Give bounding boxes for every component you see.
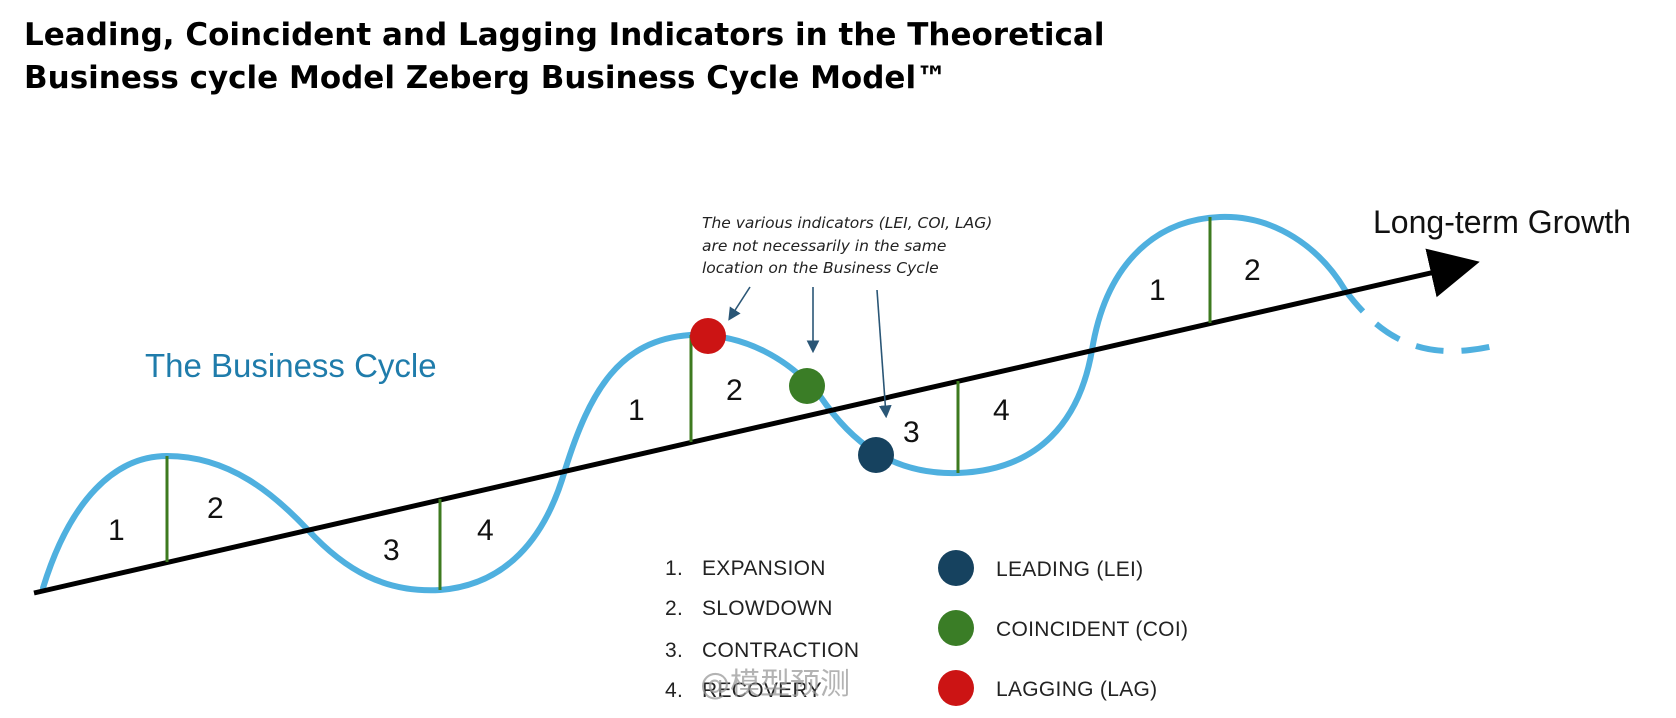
legend-phase-number: 1.	[665, 557, 683, 580]
legend-leading-dot	[938, 550, 974, 586]
phase-number: 4	[477, 514, 494, 547]
phase-number: 2	[207, 492, 224, 525]
legend-indicator-label: LAGGING (LAG)	[996, 678, 1157, 701]
legend-phase-label: EXPANSION	[702, 557, 826, 580]
legend-phase-label: SLOWDOWN	[702, 597, 833, 620]
phase-number: 1	[628, 394, 645, 427]
phase-number: 1	[108, 514, 125, 547]
note-arrow-lag	[728, 286, 751, 321]
leading-indicator-dot	[858, 437, 894, 473]
phase-legend: 1. EXPANSION 2. SLOWDOWN 3. CONTRACTION …	[665, 557, 859, 702]
watermark: @模型预测	[700, 667, 850, 702]
coincident-indicator-dot	[789, 368, 825, 404]
legend-phase-label: CONTRACTION	[702, 639, 859, 662]
note-arrow-lei	[876, 289, 892, 419]
legend-lagging-dot	[938, 670, 974, 706]
phase-number: 2	[1244, 254, 1261, 287]
phase-number: 3	[383, 534, 400, 567]
note-line: The various indicators (LEI, COI, LAG)	[702, 214, 992, 232]
phase-number: 1	[1149, 274, 1166, 307]
phase-number: 3	[903, 416, 920, 449]
business-cycle-label: The Business Cycle	[145, 347, 437, 384]
phase-number: 4	[993, 394, 1010, 427]
legend-phase-number: 4.	[665, 679, 683, 702]
note-line: location on the Business Cycle	[702, 259, 939, 277]
legend-phase-number: 3.	[665, 639, 683, 662]
long-term-growth-arrow	[33, 248, 1480, 596]
page-title: Leading, Coincident and Lagging Indicato…	[24, 14, 1104, 100]
page-title-line-2: Business cycle Model Zeberg Business Cyc…	[24, 60, 948, 96]
business-cycle-curve	[40, 213, 1348, 594]
long-term-growth-label: Long-term Growth	[1373, 204, 1631, 240]
legend-coincident-dot	[938, 610, 974, 646]
legend-phase-number: 2.	[665, 597, 683, 620]
legend-indicator-label: LEADING (LEI)	[996, 558, 1143, 581]
page-title-line-1: Leading, Coincident and Lagging Indicato…	[24, 17, 1105, 53]
legend-phase-label: RECOVERY	[702, 679, 822, 702]
note-line: are not necessarily in the same	[702, 237, 946, 255]
lagging-indicator-dot	[690, 318, 726, 354]
indicator-legend: LEADING (LEI) COINCIDENT (COI) LAGGING (…	[938, 550, 1188, 706]
phase-number: 2	[726, 374, 743, 407]
cycle-continuation-dashed	[1342, 288, 1499, 355]
legend-indicator-label: COINCIDENT (COI)	[996, 618, 1188, 641]
